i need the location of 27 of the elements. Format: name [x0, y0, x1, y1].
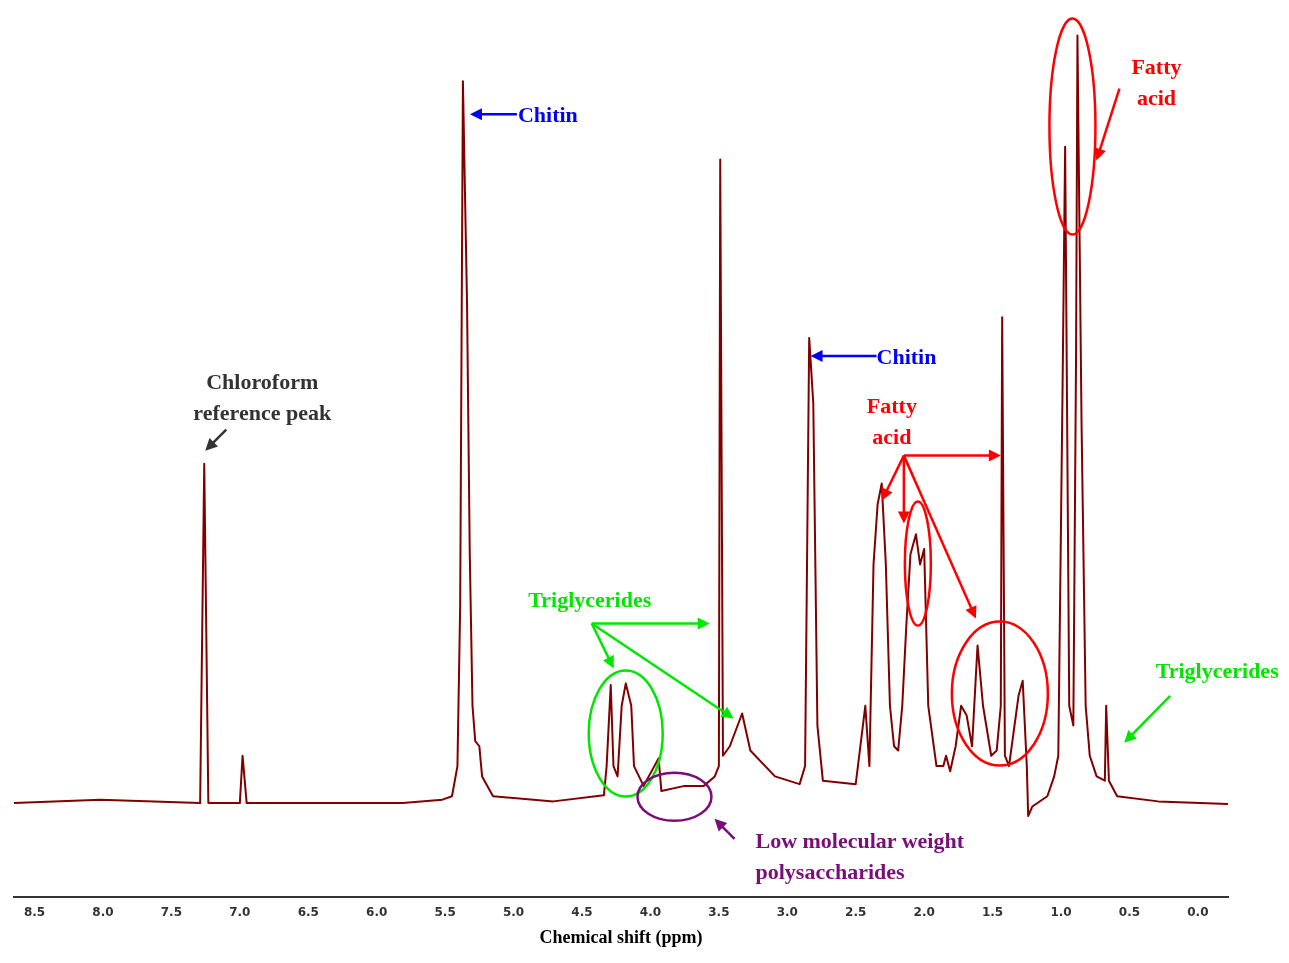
x-tick-label: 1.5 — [981, 905, 1004, 920]
x-tick-label: 6.5 — [297, 905, 319, 920]
x-tick-label: 4.0 — [639, 905, 662, 920]
annotation: Chitin — [876, 343, 937, 369]
annotation: Fatty acid — [866, 393, 917, 450]
x-tick-label: 8.0 — [92, 905, 114, 920]
x-tick-label: 8.5 — [23, 905, 46, 920]
x-tick-label: 2.0 — [913, 905, 935, 920]
x-tick-label: 5.5 — [434, 905, 456, 920]
x-tick-label: 7.5 — [160, 905, 183, 920]
annotation: Fatty acid — [1131, 54, 1182, 111]
annotation: Low molecular weight polysaccharides — [755, 828, 965, 885]
x-tick-label: 7.0 — [229, 905, 251, 920]
annotation: Chloroform reference peak — [193, 369, 332, 426]
x-axis-title: Chemical shift (ppm) — [539, 926, 703, 948]
x-tick-label: 3.5 — [708, 905, 730, 920]
x-tick-label: 5.0 — [502, 905, 525, 920]
annotation: Triglycerides — [1155, 658, 1280, 684]
x-tick-label: 2.5 — [845, 905, 867, 920]
x-tick-label: 0.5 — [1118, 905, 1141, 920]
x-tick-label: 6.0 — [366, 905, 388, 920]
x-tick-label: 0.0 — [1187, 905, 1209, 920]
x-tick-label: 1.0 — [1050, 905, 1072, 920]
x-tick-label: 4.5 — [571, 905, 593, 920]
x-tick-label: 3.0 — [776, 905, 798, 920]
annotation: Chitin — [517, 101, 578, 127]
annotation: Triglycerides — [528, 587, 652, 613]
